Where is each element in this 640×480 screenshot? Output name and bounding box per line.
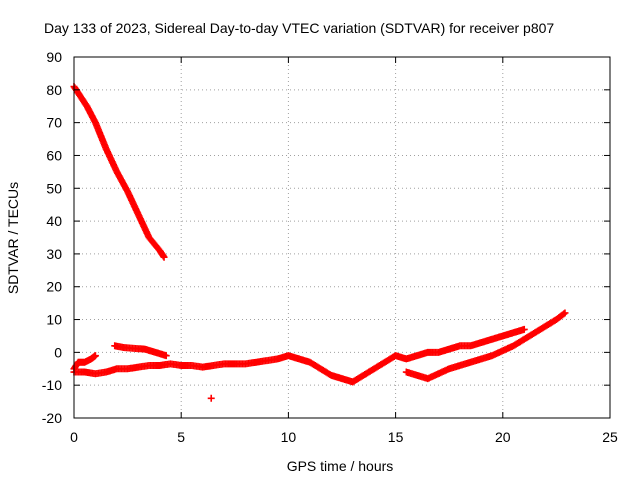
plot-frame	[73, 56, 611, 419]
x-tick-label: 0	[70, 429, 78, 445]
y-tick-label: 90	[46, 49, 62, 65]
y-tick-label: 40	[46, 213, 62, 229]
y-tick-label: -10	[42, 377, 62, 393]
grid-layer	[74, 57, 610, 418]
data-point	[561, 309, 569, 317]
y-tick-label: 80	[46, 82, 62, 98]
axis-ticks-layer: 0 5 10 15 20 25 -20 -10 0 10 20 30 40 50 60 70 80 90	[42, 49, 618, 445]
y-tick-label: 0	[54, 344, 62, 360]
y-tick-label: 50	[46, 180, 62, 196]
data-points-layer	[70, 83, 569, 402]
chart-title: Day 133 of 2023, Sidereal Day-to-day VTE…	[44, 20, 554, 36]
data-point	[207, 394, 215, 402]
x-tick-label: 10	[281, 429, 297, 445]
data-point	[162, 352, 170, 360]
x-tick-label: 20	[495, 429, 511, 445]
data-point	[160, 253, 168, 261]
x-tick-label: 15	[388, 429, 404, 445]
data-point	[560, 310, 568, 318]
y-tick-label: 30	[46, 246, 62, 262]
y-tick-label: 60	[46, 147, 62, 163]
y-tick-label: 20	[46, 279, 62, 295]
y-tick-label: 10	[46, 312, 62, 328]
y-axis-label: SDTVAR / TECUs	[5, 182, 21, 294]
y-tick-label: -20	[42, 410, 62, 426]
x-axis-label: GPS time / hours	[287, 458, 394, 474]
y-tick-label: 70	[46, 115, 62, 131]
data-point	[91, 352, 99, 360]
x-tick-label: 5	[177, 429, 185, 445]
data-point	[520, 325, 528, 333]
x-tick-label: 25	[602, 429, 618, 445]
